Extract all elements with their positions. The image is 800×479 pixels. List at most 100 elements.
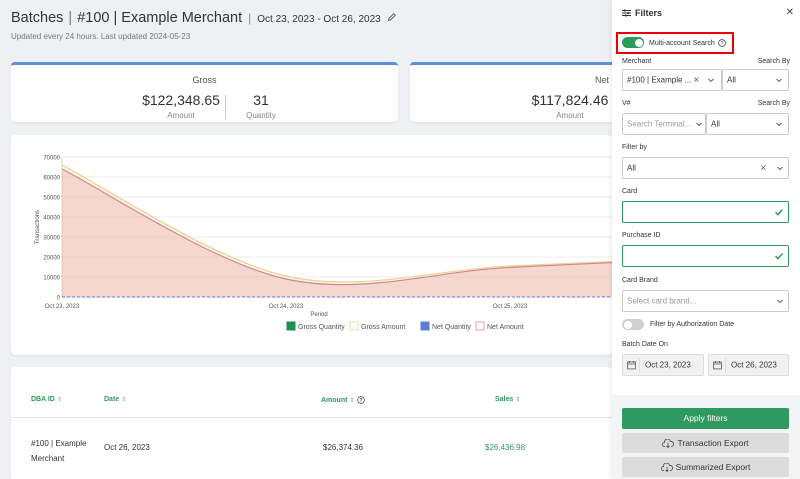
cell-amount: $26,374.36 — [323, 443, 364, 452]
page-title: Batches — [11, 10, 64, 26]
legend-swatch — [349, 321, 359, 331]
merchant-search-by-value: All — [727, 75, 736, 85]
date-range: Oct 23, 2023 - Oct 26, 2023 — [257, 14, 381, 25]
y-tick-label: 30000 — [43, 236, 60, 242]
date-from-input[interactable]: Oct 23, 2023 — [622, 354, 704, 376]
filter-sliders-icon — [622, 9, 631, 17]
auth-date-toggle[interactable] — [622, 319, 644, 330]
series-line-gross-amount — [61, 164, 612, 283]
col-header-sales[interactable]: Sales ⇕ — [495, 396, 521, 403]
y-tick-label: 70000 — [43, 156, 60, 162]
legend-label: Gross Amount — [361, 324, 405, 331]
merchant-select[interactable]: #100 | Example ... ✕ — [622, 69, 722, 91]
chevron-down-icon[interactable] — [775, 76, 783, 84]
x-axis-title: Period — [310, 312, 327, 318]
multi-account-label: Multi-account Search ? — [649, 39, 726, 47]
help-icon[interactable]: ? — [357, 396, 366, 404]
apply-filters-button[interactable]: Apply filters — [622, 408, 789, 429]
filter-by-label: Filter by — [622, 144, 647, 151]
y-tick-label: 50000 — [43, 196, 60, 202]
card-brand-select[interactable]: Select card brand... — [622, 290, 789, 312]
gross-quantity: 31 — [253, 92, 269, 108]
transactions-chart: 0 10000 20000 30000 40000 50000 60000 70000 Oct … — [35, 156, 612, 331]
terminal-search-input[interactable]: Search Terminal... — [622, 113, 706, 135]
date-divider — [639, 358, 640, 373]
cell-date: Oct 26, 2023 — [104, 443, 150, 452]
sort-icon: ⇕ — [56, 397, 62, 403]
summarized-export-button[interactable]: Summarized Export — [622, 457, 789, 477]
legend-label: Net Quantity — [432, 324, 471, 331]
date-to-value: Oct 26, 2023 — [731, 360, 777, 370]
search-by-label: Search By — [757, 58, 790, 65]
date-divider — [725, 358, 726, 373]
terminal-search-by-value: All — [711, 119, 720, 129]
pencil-icon[interactable] — [387, 12, 397, 22]
y-tick-label: 20000 — [43, 256, 60, 262]
svg-text:?: ? — [360, 398, 363, 404]
check-icon — [774, 208, 784, 216]
series-area-gross-amount — [62, 165, 612, 297]
cell-sales: $26,436.98 — [485, 443, 526, 452]
chevron-down-icon[interactable] — [695, 120, 703, 128]
filter-by-select[interactable]: All ✕ — [622, 157, 789, 179]
header-divider — [11, 417, 612, 418]
y-tick-label: 10000 — [43, 276, 60, 282]
cell-dba-id: #100 | Example Merchant — [31, 439, 87, 463]
net-card: $117,824.46 Amount Net — [410, 62, 612, 122]
update-info: Updated every 24 hours. Last updated 202… — [11, 32, 191, 41]
filter-by-value: All — [627, 163, 636, 173]
gross-amount: $122,348.65 — [142, 92, 220, 108]
card-brand-label: Card Brand — [622, 277, 658, 284]
sort-icon: ⇕ — [515, 397, 521, 403]
terminal-placeholder: Search Terminal... — [627, 119, 692, 129]
merchant-search-by-select[interactable]: All — [722, 69, 789, 91]
stat-divider — [225, 95, 226, 119]
y-tick-label: 40000 — [43, 216, 60, 222]
legend-swatch — [420, 321, 430, 331]
legend-label: Gross Quantity — [298, 324, 345, 331]
col-header-date[interactable]: Date ⇕ — [104, 396, 127, 403]
y-tick-label: 60000 — [43, 176, 60, 182]
calendar-icon — [713, 361, 722, 370]
chevron-down-icon[interactable] — [776, 164, 784, 172]
transaction-export-button[interactable]: Transaction Export — [622, 433, 789, 453]
col-header-dba-id[interactable]: DBA ID ⇕ — [31, 396, 62, 403]
page-header: Batches | #100 | Example Merchant | Oct … — [11, 10, 611, 41]
col-header-amount[interactable]: Amount ⇕ ? — [321, 396, 366, 404]
toggle-knob — [623, 320, 632, 329]
date-to-input[interactable]: Oct 26, 2023 — [708, 354, 789, 376]
series-line-net-amount — [61, 168, 612, 286]
chevron-down-icon[interactable] — [776, 297, 784, 305]
sort-icon: ⇕ — [121, 397, 127, 403]
purchase-id-input[interactable] — [622, 245, 789, 267]
y-tick-label: 0 — [57, 296, 61, 302]
net-amount: $117,824.46 — [531, 92, 609, 108]
legend-swatch — [475, 321, 485, 331]
check-icon — [774, 252, 784, 260]
title-separator-2: | — [248, 11, 252, 25]
legend-label: Net Amount — [487, 324, 524, 331]
filters-title: Filters — [622, 8, 662, 18]
gross-quantity-label: Quantity — [246, 111, 276, 120]
cloud-download-icon — [660, 462, 673, 472]
cloud-download-icon — [662, 438, 675, 448]
gross-card: Gross $122,348.65 Amount 31 Quantity — [11, 62, 398, 122]
terminal-search-by-select[interactable]: All — [706, 113, 789, 135]
chart-card: 0 10000 20000 30000 40000 50000 60000 70000 Oct … — [11, 135, 612, 355]
chevron-down-icon[interactable] — [707, 76, 715, 84]
close-icon[interactable]: ✕ — [785, 7, 794, 18]
chevron-down-icon[interactable] — [775, 120, 783, 128]
clear-icon[interactable]: ✕ — [693, 75, 700, 85]
batches-table: DBA ID ⇕ Date ⇕ Amount ⇕ ? Sales ⇕ #100 | Ex… — [11, 367, 612, 479]
help-icon[interactable]: ? — [718, 39, 726, 47]
card-input[interactable] — [622, 201, 789, 223]
merchant-label: Merchant — [622, 58, 652, 65]
multi-account-toggle[interactable] — [622, 37, 644, 48]
toggle-knob — [634, 38, 643, 47]
highlight-box — [616, 32, 734, 54]
calendar-icon — [627, 361, 636, 370]
legend-swatch — [286, 321, 296, 331]
clear-icon[interactable]: ✕ — [760, 163, 767, 173]
filter-panel-body: Filters ✕ Multi-account Search ? Merchan… — [612, 0, 800, 395]
v-number-label: V# — [622, 100, 631, 107]
